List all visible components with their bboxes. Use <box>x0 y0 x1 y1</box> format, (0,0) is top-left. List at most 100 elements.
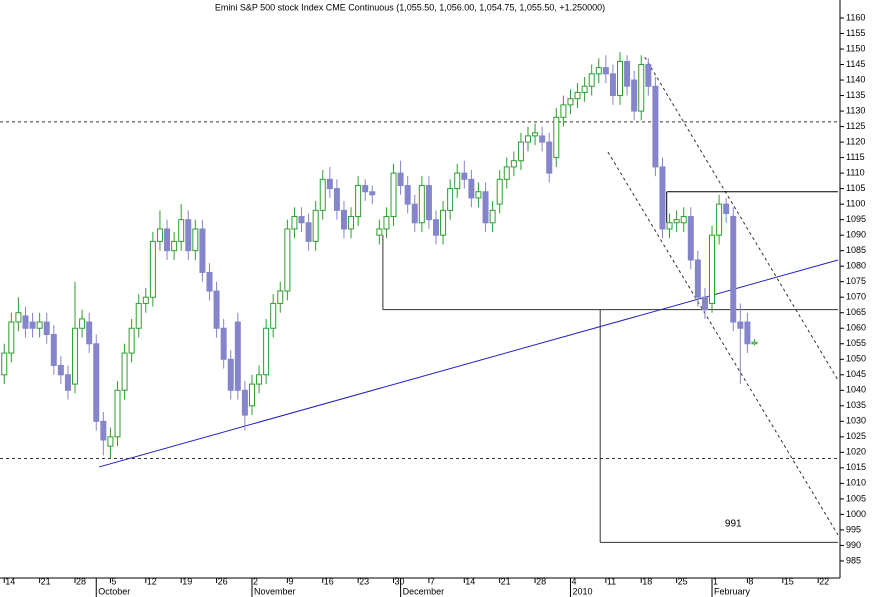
y-tick-label: 990 <box>846 540 861 550</box>
candle-body <box>602 67 609 75</box>
candle-body <box>171 240 178 252</box>
candle-body <box>135 302 142 329</box>
x-tick-label: 26 <box>218 576 228 586</box>
candle-body <box>383 216 390 230</box>
candle-body <box>43 321 50 335</box>
y-tick-label: 1090 <box>846 230 866 240</box>
candle-body <box>227 358 234 391</box>
candle-body <box>638 64 645 112</box>
annotation-text: 991 <box>725 518 742 529</box>
y-tick-label: 1045 <box>846 369 866 379</box>
candle-body <box>277 290 284 304</box>
candle-body <box>468 178 475 199</box>
annotation-line <box>644 56 839 381</box>
y-tick-label: 1055 <box>846 338 866 348</box>
chart-title: Emini S&P 500 stock Index CME Continuous… <box>215 2 605 12</box>
candle-body <box>50 333 57 366</box>
y-tick-label: 1155 <box>846 28 865 38</box>
candle-body <box>624 60 631 87</box>
candle-body <box>574 91 581 100</box>
candle-body <box>687 216 694 261</box>
candle-body <box>213 290 220 329</box>
x-tick-label: 2 <box>253 576 258 586</box>
candle-body <box>128 327 135 354</box>
x-tick-label: 4 <box>571 576 576 586</box>
candle-body <box>121 352 128 391</box>
candle-body <box>560 104 567 118</box>
candle-body <box>376 228 383 236</box>
annotation-line <box>607 151 839 536</box>
candle-body <box>100 420 107 441</box>
candle-body <box>270 302 277 329</box>
candle-body <box>447 188 454 211</box>
y-tick-label: 1010 <box>846 478 866 488</box>
candle-body <box>475 191 482 199</box>
candle-body <box>723 203 730 214</box>
x-tick-label: 5 <box>111 576 116 586</box>
x-tick-label: 7 <box>430 576 435 586</box>
candle-body <box>716 203 723 236</box>
candle-body <box>22 315 29 329</box>
candle-body <box>390 172 397 218</box>
candle-body <box>234 321 241 391</box>
candle-body <box>517 141 524 162</box>
candle-body <box>79 318 86 329</box>
candle-body <box>666 222 673 230</box>
y-tick-label: 1105 <box>846 183 865 193</box>
candle-body <box>256 374 263 385</box>
candle-body <box>751 341 758 345</box>
y-tick-label: 1025 <box>846 431 866 441</box>
candle-body <box>291 216 298 230</box>
candle-body <box>312 209 319 242</box>
y-tick-label: 1030 <box>846 416 866 426</box>
candle-body <box>397 172 404 187</box>
candle-body <box>305 222 312 242</box>
candle-body <box>425 185 432 221</box>
candle-body <box>524 135 531 143</box>
candle-body <box>1 352 8 376</box>
x-tick-label: 11 <box>607 576 616 586</box>
x-tick-label: 1 <box>713 576 718 586</box>
y-tick-label: 1075 <box>846 276 866 286</box>
candle-body <box>588 73 595 87</box>
x-tick-label: 19 <box>182 576 192 586</box>
candle-body <box>340 209 347 230</box>
y-tick-label: 1130 <box>846 105 865 115</box>
y-tick-label: 1070 <box>846 292 866 302</box>
y-tick-label: 1015 <box>846 462 866 472</box>
candle-body <box>199 228 206 273</box>
y-tick-label: 1085 <box>846 245 866 255</box>
candle-body <box>411 203 418 224</box>
x-tick-label: 23 <box>359 576 369 586</box>
candle-body <box>156 228 163 242</box>
x-tick-label: 14 <box>465 576 475 586</box>
candle-body <box>503 166 510 180</box>
candle-body <box>72 327 79 385</box>
candle-body <box>319 178 326 211</box>
candle-body <box>142 296 149 304</box>
candle-body <box>418 185 425 224</box>
candle-body <box>532 132 539 137</box>
x-tick-label: 12 <box>147 576 157 586</box>
y-tick-label: 1095 <box>846 214 866 224</box>
candle-body <box>36 321 43 329</box>
candle-body <box>248 383 255 407</box>
candle-body <box>440 209 447 236</box>
y-tick-label: 1035 <box>846 400 866 410</box>
candle-body <box>659 166 666 230</box>
candle-body <box>744 321 751 345</box>
candle-body <box>185 219 192 252</box>
candle-body <box>482 191 489 224</box>
candle-body <box>333 188 340 211</box>
x-tick-label: 21 <box>41 576 51 586</box>
y-tick-label: 1020 <box>846 447 866 457</box>
candle-body <box>567 98 574 106</box>
candle-body <box>553 116 560 159</box>
candle-body <box>93 343 100 422</box>
candle-body <box>432 219 439 236</box>
candle-body <box>496 178 503 205</box>
candle-body <box>86 321 93 345</box>
candle-body <box>730 216 737 323</box>
y-tick-label: 985 <box>846 555 861 565</box>
